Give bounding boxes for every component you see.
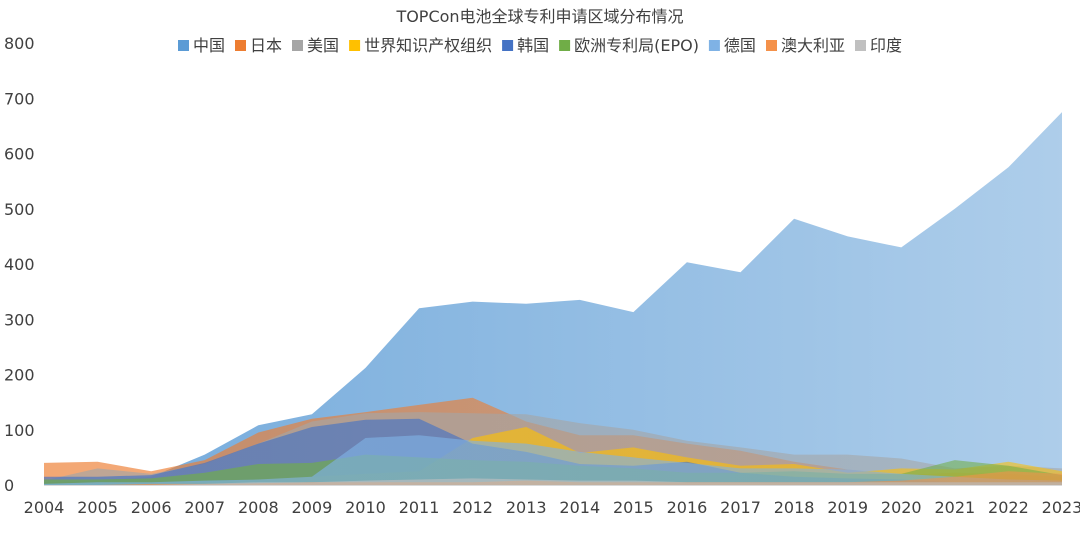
y-tick-label: 400 bbox=[4, 255, 35, 274]
x-tick-label: 2017 bbox=[720, 498, 761, 517]
legend-swatch bbox=[349, 40, 361, 51]
x-axis: 2004 2005 2006 2007 2008 2009 2010 2011 2012 2013… bbox=[24, 498, 1080, 517]
y-axis: 0 100 200 300 400 500 600 700 800 bbox=[4, 34, 35, 495]
y-tick-label: 100 bbox=[4, 421, 35, 440]
x-tick-label: 2016 bbox=[667, 498, 708, 517]
legend-item: 日本 bbox=[235, 36, 282, 55]
legend-swatch bbox=[178, 40, 189, 51]
legend-item: 韩国 bbox=[502, 36, 549, 55]
x-tick-label: 2014 bbox=[559, 498, 600, 517]
legend-label: 美国 bbox=[307, 36, 339, 55]
legend-swatch bbox=[766, 40, 777, 51]
legend-swatch bbox=[292, 40, 303, 51]
x-tick-label: 2021 bbox=[934, 498, 975, 517]
legend-label: 韩国 bbox=[517, 36, 549, 55]
area-series-8 bbox=[44, 478, 1062, 485]
legend-swatch bbox=[235, 40, 246, 51]
y-tick-label: 600 bbox=[4, 145, 35, 164]
legend-swatch bbox=[502, 40, 514, 51]
x-tick-label: 2006 bbox=[131, 498, 172, 517]
legend: 中国 日本 美国 世界知识产权组织 韩国 欧洲专利局(EPO) 德国 澳大利亚 印度 bbox=[178, 36, 902, 55]
y-tick-label: 0 bbox=[4, 476, 14, 495]
x-tick-label: 2009 bbox=[292, 498, 333, 517]
legend-item: 美国 bbox=[292, 36, 339, 55]
chart-title: TOPCon电池全球专利申请区域分布情况 bbox=[395, 7, 683, 26]
legend-swatch bbox=[708, 40, 720, 51]
x-tick-label: 2007 bbox=[184, 498, 225, 517]
legend-label: 中国 bbox=[193, 36, 225, 55]
legend-label: 印度 bbox=[870, 36, 902, 55]
x-tick-label: 2011 bbox=[399, 498, 440, 517]
legend-swatch bbox=[559, 40, 571, 51]
y-tick-label: 500 bbox=[4, 200, 35, 219]
x-tick-label: 2008 bbox=[238, 498, 279, 517]
x-tick-label: 2015 bbox=[613, 498, 654, 517]
legend-item: 欧洲专利局(EPO) bbox=[559, 36, 699, 55]
legend-item: 德国 bbox=[708, 36, 756, 55]
legend-label: 澳大利亚 bbox=[781, 36, 845, 55]
x-tick-label: 2010 bbox=[345, 498, 386, 517]
y-tick-label: 700 bbox=[4, 89, 35, 108]
legend-label: 日本 bbox=[250, 36, 282, 55]
x-tick-label: 2019 bbox=[827, 498, 868, 517]
area-series-0 bbox=[44, 112, 1062, 485]
legend-item: 中国 bbox=[178, 36, 225, 55]
x-tick-label: 2020 bbox=[881, 498, 922, 517]
legend-item: 世界知识产权组织 bbox=[349, 36, 492, 55]
legend-label: 德国 bbox=[724, 36, 756, 55]
plot-area bbox=[44, 112, 1062, 485]
y-tick-label: 200 bbox=[4, 366, 35, 385]
y-tick-label: 800 bbox=[4, 34, 35, 53]
x-tick-label: 2013 bbox=[506, 498, 547, 517]
legend-label: 欧洲专利局(EPO) bbox=[574, 36, 699, 55]
x-tick-label: 2004 bbox=[24, 498, 65, 517]
legend-item: 印度 bbox=[855, 36, 902, 55]
x-tick-label: 2005 bbox=[77, 498, 118, 517]
x-tick-label: 2018 bbox=[774, 498, 815, 517]
legend-label: 世界知识产权组织 bbox=[364, 36, 492, 55]
x-tick-label: 2012 bbox=[452, 498, 493, 517]
legend-item: 澳大利亚 bbox=[766, 36, 845, 55]
x-tick-label: 2023 bbox=[1042, 498, 1080, 517]
area-series-6 bbox=[44, 435, 1062, 485]
y-tick-label: 300 bbox=[4, 310, 35, 329]
legend-swatch bbox=[855, 40, 866, 51]
x-tick-label: 2022 bbox=[988, 498, 1029, 517]
